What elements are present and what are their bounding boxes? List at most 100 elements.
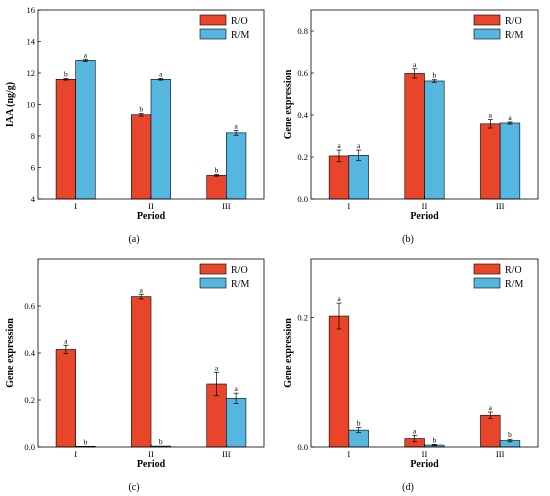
bar-rm-I xyxy=(75,60,96,200)
y-tick-label: 0.2 xyxy=(297,152,308,162)
y-tick-label: 6 xyxy=(31,163,35,173)
significance-letter: b xyxy=(432,71,436,80)
significance-letter: a xyxy=(159,70,163,79)
significance-letter: b xyxy=(215,166,219,175)
bar-ro-II xyxy=(131,296,152,448)
bar-ro-II xyxy=(131,114,152,200)
bar-ro-III xyxy=(480,414,501,448)
y-axis-label: IAA (ng/g) xyxy=(5,82,16,127)
significance-letter: a xyxy=(357,141,361,150)
panel-label: (b) xyxy=(402,234,414,245)
y-tick-label: 0.4 xyxy=(297,110,308,120)
y-axis-label: Gene expression xyxy=(5,318,16,388)
bar-ro-I xyxy=(55,349,76,448)
panel-label: (c) xyxy=(128,482,139,493)
significance-letter: b xyxy=(159,437,163,446)
significance-letter: a xyxy=(489,403,493,412)
bar-rm-III xyxy=(226,132,247,200)
legend-label-ro: R/O xyxy=(505,16,522,27)
x-tick-label: II xyxy=(148,449,154,459)
bar-rm-II xyxy=(424,80,445,200)
legend-swatch-ro xyxy=(199,14,227,26)
y-tick-label: 0.0 xyxy=(297,194,308,204)
legend-label-ro: R/O xyxy=(231,16,248,27)
significance-letter: b xyxy=(432,435,436,444)
significance-letter: a xyxy=(489,111,493,120)
x-axis-label: Period xyxy=(410,459,439,470)
legend-swatch-ro xyxy=(473,263,501,275)
y-tick-label: 0.2 xyxy=(297,312,308,322)
y-tick-label: 0.4 xyxy=(24,348,35,358)
significance-letter: a xyxy=(508,113,512,122)
panel-label: (a) xyxy=(128,234,139,245)
y-tick-label: 14 xyxy=(27,37,36,47)
significance-letter: b xyxy=(84,437,88,446)
x-tick-label: I xyxy=(74,201,77,211)
significance-letter: a xyxy=(215,363,219,372)
y-tick-label: 10 xyxy=(27,100,36,110)
legend-label-ro: R/O xyxy=(231,265,248,276)
significance-letter: a xyxy=(234,384,238,393)
y-tick-label: 0.6 xyxy=(297,68,308,78)
bar-rm-II xyxy=(150,79,171,200)
panel-label: (d) xyxy=(402,482,414,493)
bar-ro-III xyxy=(206,175,227,200)
x-tick-label: II xyxy=(422,449,428,459)
x-axis-label: Period xyxy=(410,211,439,222)
bar-rm-III xyxy=(499,122,521,200)
bar-rm-I xyxy=(348,155,369,200)
legend-swatch-rm xyxy=(473,277,501,289)
y-tick-label: 0.0 xyxy=(24,442,35,452)
legend-swatch-rm xyxy=(473,28,501,40)
significance-letter: b xyxy=(357,419,361,428)
significance-letter: a xyxy=(413,60,417,69)
x-tick-label: I xyxy=(347,201,350,211)
significance-letter: a xyxy=(64,336,68,345)
legend-label-rm: R/M xyxy=(505,30,523,41)
bar-ro-I xyxy=(328,315,350,448)
y-tick-label: 0.0 xyxy=(297,442,308,452)
legend-swatch-rm xyxy=(199,28,227,40)
y-axis-label: Gene expression xyxy=(283,69,294,139)
y-tick-label: 12 xyxy=(27,68,36,78)
y-tick-label: 16 xyxy=(27,5,36,15)
x-tick-label: I xyxy=(74,449,77,459)
y-tick-label: 0.8 xyxy=(297,26,308,36)
x-axis-label: Period xyxy=(137,211,166,222)
y-tick-label: 0.2 xyxy=(24,395,35,405)
x-tick-label: III xyxy=(222,201,231,211)
bar-ro-II xyxy=(404,73,425,200)
legend-swatch-ro xyxy=(199,263,227,275)
significance-letter: a xyxy=(140,285,144,294)
significance-letter: a xyxy=(234,121,238,130)
x-tick-label: III xyxy=(496,201,505,211)
y-tick-label: 0.6 xyxy=(24,301,35,311)
significance-letter: a xyxy=(413,426,417,435)
bar-ro-I xyxy=(328,155,350,200)
bar-rm-III xyxy=(226,398,247,448)
legend-swatch-ro xyxy=(473,14,501,26)
significance-letter: a xyxy=(337,141,341,150)
legend-label-ro: R/O xyxy=(505,265,522,276)
legend-label-rm: R/M xyxy=(231,279,249,290)
y-axis-label: Gene expression xyxy=(283,318,294,388)
significance-letter: b xyxy=(139,104,143,113)
x-tick-label: III xyxy=(222,449,231,459)
significance-letter: b xyxy=(508,430,512,439)
legend-label-rm: R/M xyxy=(231,30,249,41)
x-axis-label: Period xyxy=(137,459,166,470)
x-tick-label: I xyxy=(347,449,350,459)
y-tick-label: 8 xyxy=(31,131,35,141)
x-tick-label: III xyxy=(496,449,505,459)
significance-letter: a xyxy=(84,50,88,59)
legend-label-rm: R/M xyxy=(505,279,523,290)
y-tick-label: 4 xyxy=(31,194,36,204)
significance-letter: b xyxy=(64,70,68,79)
bar-ro-I xyxy=(55,79,76,200)
bar-ro-III xyxy=(480,123,501,200)
